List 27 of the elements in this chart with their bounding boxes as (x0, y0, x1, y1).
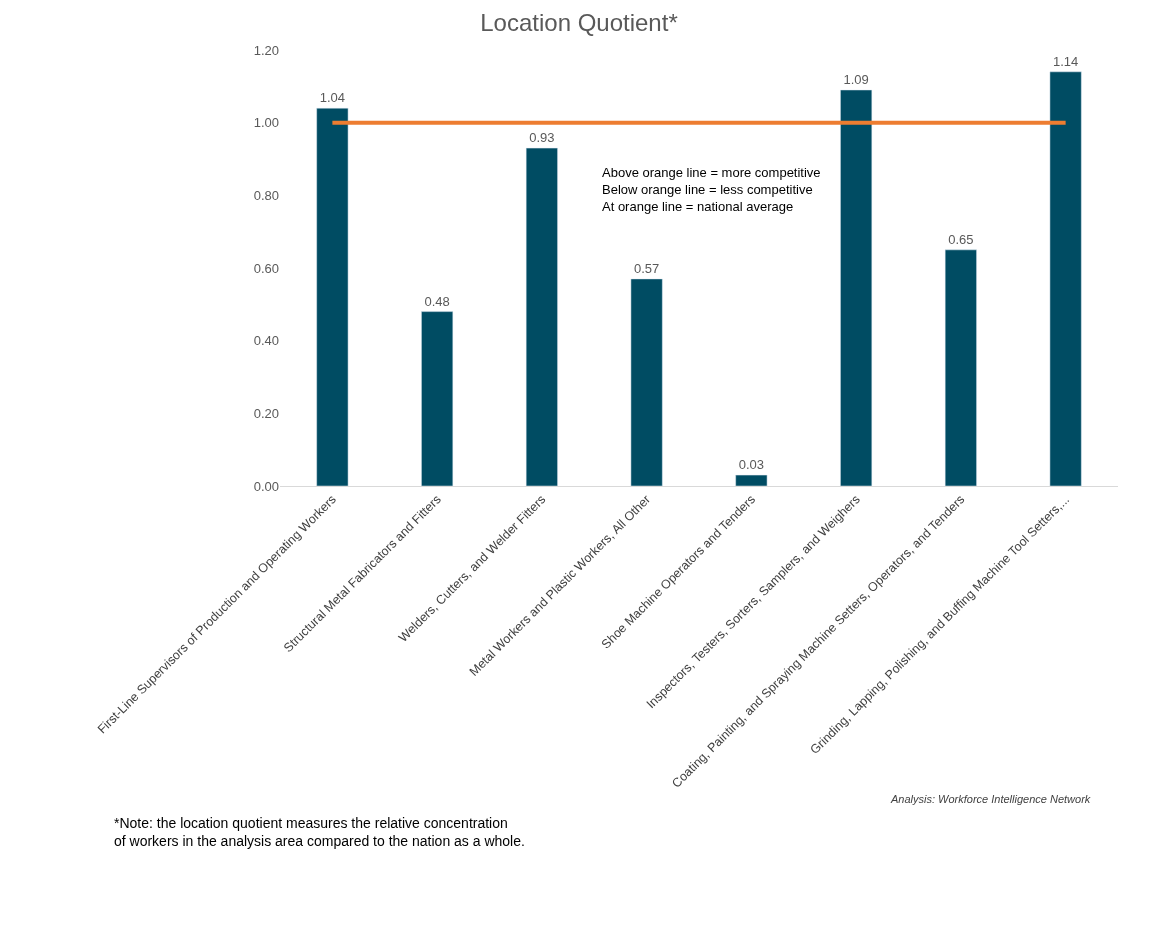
y-tick-label: 0.00 (253, 478, 279, 494)
data-label: 0.03 (738, 457, 765, 473)
y-tick-label: 0.60 (253, 260, 279, 276)
data-label: 1.04 (319, 90, 346, 106)
bar (840, 89, 873, 486)
data-label: 0.57 (633, 260, 660, 276)
data-label: 0.48 (424, 293, 450, 309)
text: *Note: the location quotient measures the relative concentration of workers in the analysis area compared to the nation as a whole. (114, 815, 525, 850)
data-label: 1.14 (1052, 53, 1079, 69)
bar (735, 474, 768, 486)
bar (944, 249, 977, 486)
y-tick-label: 0.80 (253, 187, 279, 203)
y-tick-label: 1.00 (253, 115, 279, 131)
bar (630, 278, 663, 486)
y-tick-label: 1.20 (253, 42, 279, 58)
chart-title: Location Quotient* (480, 8, 678, 36)
bar (1049, 71, 1082, 486)
text: Analysis: Workforce Intelligence Network (890, 793, 1091, 805)
data-label: 1.09 (843, 71, 869, 87)
bar (525, 147, 558, 486)
bar (316, 107, 349, 486)
annotation: Above orange line = more competitive Below orange line = less competitive At orange line = national average (602, 165, 821, 214)
data-label: 0.65 (948, 231, 974, 247)
y-tick-label: 0.40 (253, 333, 279, 349)
y-tick-label: 0.20 (253, 405, 279, 421)
data-label: 0.93 (529, 130, 555, 146)
bar (421, 311, 454, 486)
